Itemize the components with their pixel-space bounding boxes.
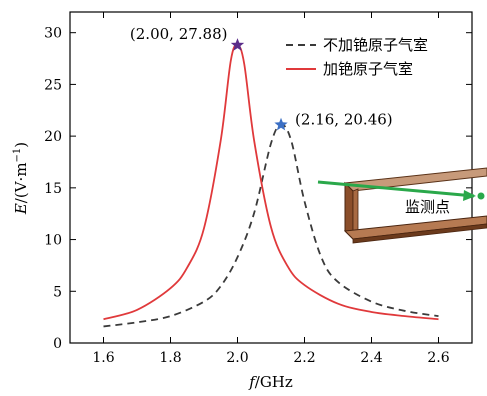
peak-label: (2.16, 20.46)	[295, 111, 393, 129]
y-tick-label: 10	[44, 233, 62, 249]
peak-star-marker	[274, 117, 288, 131]
inset-illustration: 监测点	[317, 167, 487, 244]
bracket-bottom-edge	[352, 223, 487, 244]
x-tick-label: 2.6	[427, 350, 449, 366]
legend-label-without-cell: 不加铯原子气室	[323, 36, 428, 54]
y-axis: 0 5 10 15 20 25 30	[44, 26, 472, 352]
bracket-bottom	[343, 215, 487, 240]
x-tick-label: 2.2	[293, 350, 315, 366]
x-tick-label: 1.6	[92, 350, 114, 366]
series-line-with-cell	[103, 44, 439, 321]
y-tick-label: 25	[44, 77, 62, 93]
monitor-point	[477, 192, 485, 200]
y-tick-label: 15	[44, 181, 62, 197]
monitor-point-label: 监测点	[405, 198, 450, 216]
y-tick-label: 20	[44, 129, 62, 145]
y-tick-label: 5	[53, 284, 62, 300]
x-axis-label: f/GHz	[248, 373, 293, 391]
arrow-shaft	[317, 180, 475, 198]
y-tick-label: 30	[44, 26, 62, 42]
x-tick-label: 2.0	[226, 350, 248, 366]
series-group	[103, 44, 439, 328]
arrow-head	[463, 190, 476, 201]
x-axis: 1.6 1.8 2.0 2.2 2.4 2.6	[92, 12, 450, 366]
legend: 不加铯原子气室 加铯原子气室	[286, 36, 428, 78]
series-line-without-cell	[103, 123, 439, 328]
y-tick-label: 0	[53, 336, 62, 352]
peak-star-marker	[230, 38, 245, 51]
peak-label: (2.00, 27.88)	[130, 25, 228, 43]
legend-label-with-cell: 加铯原子气室	[323, 60, 413, 78]
y-axis-label: E/(V·m−1)	[12, 142, 30, 215]
annotations: (2.00, 27.88) (2.16, 20.46)	[130, 25, 393, 131]
x-tick-label: 2.4	[360, 350, 382, 366]
x-tick-label: 1.8	[159, 350, 181, 366]
